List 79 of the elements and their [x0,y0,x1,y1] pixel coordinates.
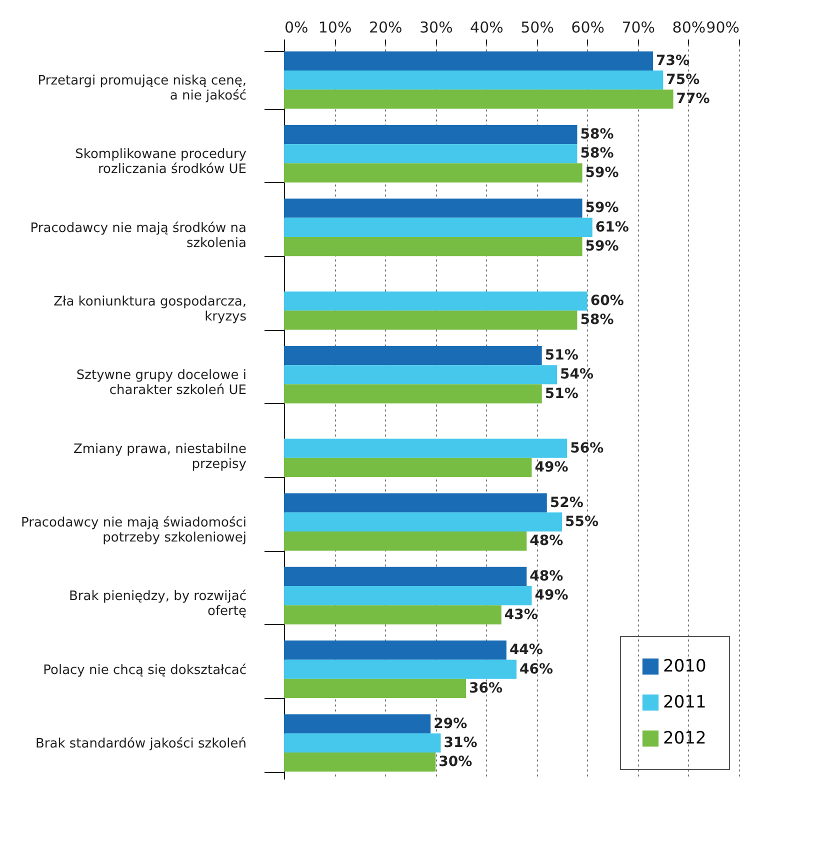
x-tick-label: 80% [672,18,706,36]
bar [284,438,568,458]
data-label: 58% [580,312,614,328]
data-label: 49% [534,459,568,476]
data-label: 54% [560,366,594,383]
data-label: 58% [580,126,614,143]
data-label: 36% [469,680,503,696]
data-label: 55% [565,514,599,530]
bar [284,236,582,256]
bar [284,51,654,71]
bar [284,198,582,218]
y-tick-label: Zmiany prawa, niestabilne przepisy [73,442,247,472]
data-label: 51% [544,348,578,364]
bar [284,70,664,90]
data-label: 59% [585,200,619,216]
y-tick-label: Pracodawcy nie mają środków na szkolenia [30,220,246,251]
x-tick-label: 0% [284,18,308,36]
y-tick-label: Skomplikowane procedury rozliczania środków UE [75,147,247,178]
x-tick-label: 70% [622,18,656,36]
data-label: 58% [580,146,614,162]
x-tick-label: 50% [520,18,554,36]
bar [284,586,532,606]
bar [284,218,592,237]
bar [284,90,674,109]
x-tick-label: 20% [368,18,402,36]
bar [284,678,466,698]
bar [284,125,578,144]
legend-label: 2012 [663,728,706,748]
y-tick-label: Polacy nie chcą się dokształcać [43,662,246,678]
bar [284,493,547,512]
data-label: 51% [544,386,578,402]
bar [284,660,517,679]
y-tick-label: Brak pieniędzy, by rozwijać ofertę [68,589,246,620]
data-label: 48% [530,533,564,550]
y-tick-label: Pracodawcy nie mają świadomości potrzeby szkoleniowej [20,515,246,546]
bar [284,163,582,182]
data-label: 77% [676,91,710,108]
x-tick-label: 30% [419,18,453,36]
bar [284,291,588,311]
data-label: 61% [595,219,629,236]
x-tick-label: 40% [470,18,504,36]
bar [284,733,441,752]
data-label: 49% [534,588,568,604]
data-label: 48% [530,568,564,584]
y-tick-label: Sztywne grupy docelowe i charakter szkoleń UE [76,368,246,398]
data-label: 52% [550,494,584,511]
y-tick-label: Przetargi promujące niską cenę, a nie jakość [38,74,246,104]
bar [284,532,527,551]
data-label: 31% [444,734,478,751]
y-tick-label: Brak standardów jakości szkoleń [36,736,246,752]
bar [284,752,436,772]
data-label: 60% [590,293,624,310]
data-label: 56% [570,440,604,456]
bar [284,144,578,164]
legend-label: 2011 [663,692,706,712]
y-tick-label: Zła koniunktura gospodarcza, kryzys [54,294,247,325]
data-label: 29% [434,716,468,732]
data-label: 46% [520,661,554,678]
data-label: 59% [585,238,619,255]
bar [284,365,557,384]
x-tick-label: 60% [571,18,605,36]
data-label: 59% [585,164,619,181]
bar [284,310,578,330]
x-tick-label: 90% [706,18,740,36]
bar [284,605,502,624]
legend-label: 2010 [663,656,706,676]
data-label: 75% [666,72,700,88]
bar [284,458,532,478]
bar [284,346,542,366]
x-tick-label: 10% [318,18,352,36]
data-label: 73% [656,52,690,69]
bar [284,714,431,734]
bar [284,384,542,404]
data-label: 30% [438,754,472,770]
bar [284,512,562,532]
bar [284,566,527,586]
data-label: 43% [504,606,538,623]
bar [284,640,506,660]
data-label: 44% [509,642,543,658]
